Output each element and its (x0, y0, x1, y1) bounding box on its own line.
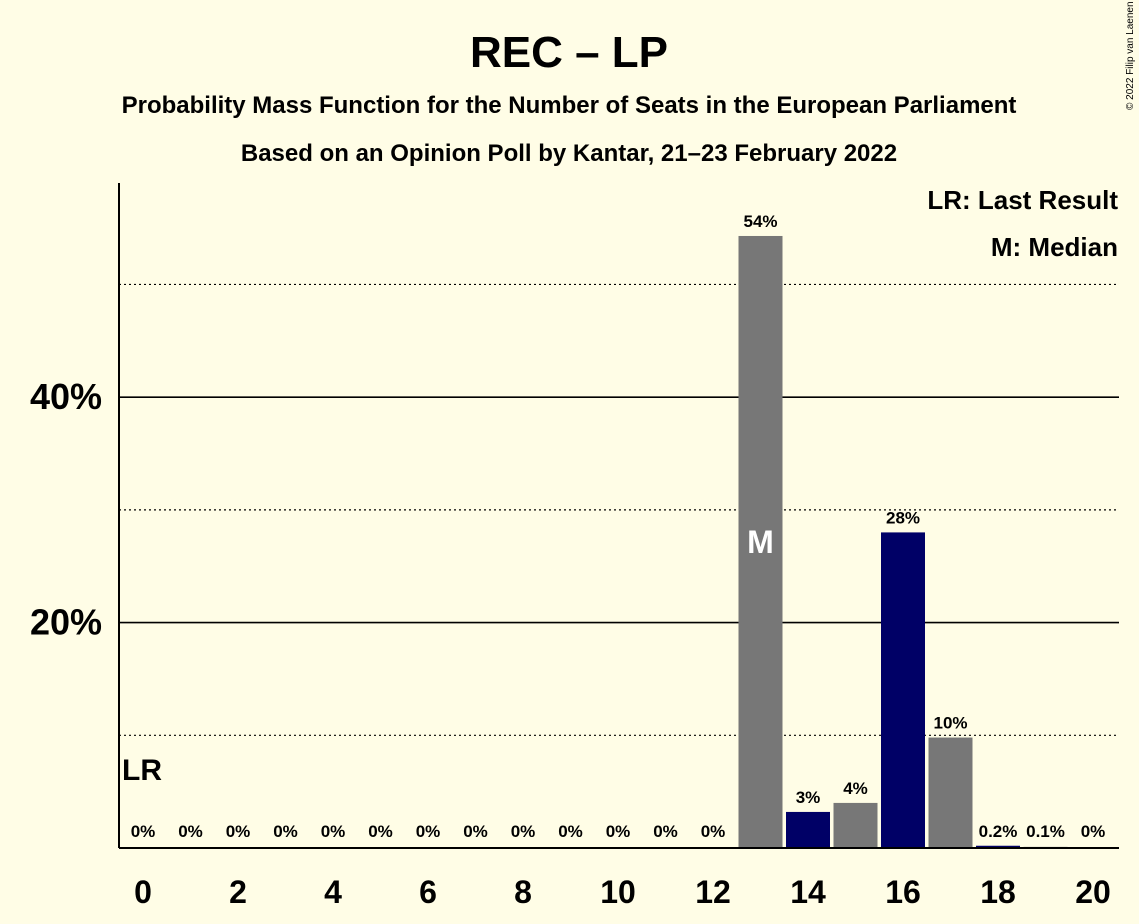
data-label-seat-0: 0% (131, 822, 156, 841)
last-result-marker: LR (122, 754, 162, 787)
y-tick-label-1: 40% (30, 376, 102, 417)
x-tick-label-1: 2 (229, 874, 247, 910)
x-tick-label-8: 16 (885, 874, 921, 910)
copyright-notice: © 2022 Filip van Laenen (1125, 1, 1136, 110)
data-label-seat-20: 0% (1081, 822, 1106, 841)
data-label-seat-14: 3% (796, 788, 821, 807)
data-label-seat-6: 0% (416, 822, 441, 841)
data-label-seat-3: 0% (273, 822, 298, 841)
data-label-seat-12: 0% (701, 822, 726, 841)
data-label-seat-15: 4% (843, 779, 868, 798)
data-label-seat-9: 0% (558, 822, 583, 841)
chart-subtitle-poll: Based on an Opinion Poll by Kantar, 21–2… (241, 140, 897, 167)
bars (738, 235, 1068, 848)
data-label-seat-18: 0.2% (979, 822, 1018, 841)
data-label-seat-5: 0% (368, 822, 393, 841)
data-label-seat-2: 0% (226, 822, 251, 841)
x-tick-label-10: 20 (1075, 874, 1111, 910)
data-label-seat-4: 0% (321, 822, 346, 841)
data-label-seat-8: 0% (511, 822, 536, 841)
x-tick-label-2: 4 (324, 874, 342, 910)
x-tick-label-0: 0 (134, 874, 152, 910)
x-tick-label-5: 10 (600, 874, 636, 910)
bar-seat-15 (833, 802, 878, 848)
legend-median: M: Median (991, 232, 1118, 262)
data-label-seat-7: 0% (463, 822, 488, 841)
gridlines (119, 283, 1119, 736)
data-label-seat-19: 0.1% (1026, 822, 1065, 841)
data-label-seat-11: 0% (653, 822, 678, 841)
data-labels: 0% 0% 0% 0% 0% 0% 0% 0% 0% 0% 0% 0% 0% 54% 3% 4% 28% 10% 0… (122, 212, 1105, 841)
y-tick-label-0: 20% (30, 602, 102, 643)
median-marker: M (747, 524, 774, 560)
y-axis-ticks: 20% 40% (30, 376, 102, 642)
bar-seat-13 (738, 235, 783, 848)
x-tick-label-6: 12 (695, 874, 731, 910)
x-tick-label-3: 6 (419, 874, 437, 910)
data-label-seat-1: 0% (178, 822, 203, 841)
legend-last-result: LR: Last Result (927, 185, 1118, 215)
chart-subtitle: Probability Mass Function for the Number… (122, 92, 1017, 119)
data-label-seat-16: 28% (886, 508, 920, 527)
x-axis-ticks: 0 2 4 6 8 10 12 14 16 18 20 (134, 874, 1111, 910)
x-tick-label-4: 8 (514, 874, 532, 910)
x-tick-label-7: 14 (790, 874, 826, 910)
chart-title: REC – LP (470, 28, 668, 77)
data-label-seat-10: 0% (606, 822, 631, 841)
data-label-seat-17: 10% (933, 714, 967, 733)
data-label-seat-13: 54% (743, 212, 777, 231)
bar-seat-18 (976, 845, 1020, 848)
bar-seat-17 (928, 737, 973, 848)
bar-seat-14 (786, 811, 830, 848)
x-tick-label-9: 18 (980, 874, 1016, 910)
bar-seat-16 (881, 532, 925, 848)
